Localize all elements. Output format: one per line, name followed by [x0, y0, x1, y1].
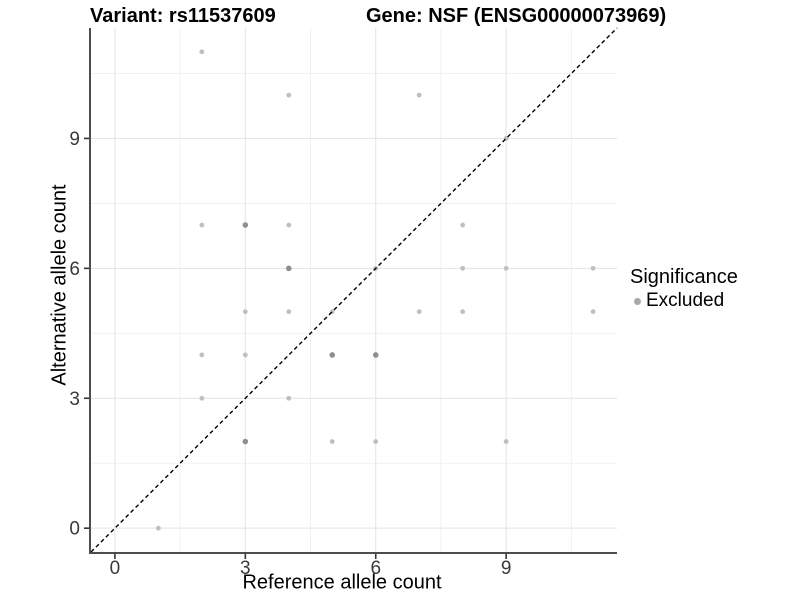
data-point [199, 49, 205, 55]
data-point [242, 352, 248, 358]
data-point [199, 352, 205, 358]
data-point [590, 309, 596, 315]
y-tick-label: 3 [69, 389, 80, 410]
y-tick-label: 0 [69, 519, 80, 540]
legend-point-icon [634, 297, 641, 305]
legend-item-excluded: Excluded [630, 290, 738, 312]
data-point [372, 352, 379, 358]
data-point [199, 222, 205, 228]
data-point [199, 395, 205, 401]
x-axis-title: Reference allele count [242, 571, 442, 594]
variant-title: Variant: rs11537609 [90, 5, 276, 27]
data-point [460, 222, 466, 228]
data-point [285, 265, 292, 272]
data-point [416, 309, 422, 315]
data-point [460, 309, 466, 315]
data-point [503, 265, 509, 271]
data-point [155, 525, 161, 531]
data-point [590, 265, 596, 271]
gene-title: Gene: NSF (ENSG00000073969) [366, 5, 667, 27]
x-tick-label: 0 [110, 558, 121, 579]
data-point [373, 439, 379, 444]
data-point [329, 352, 336, 358]
data-point [460, 265, 466, 271]
data-point [242, 222, 249, 228]
data-point [416, 92, 422, 98]
y-tick-label: 9 [69, 129, 80, 150]
data-point [242, 438, 249, 445]
x-tick-label: 3 [240, 558, 251, 579]
data-point [286, 309, 292, 315]
data-point [329, 439, 335, 444]
legend: Significance Excluded [630, 266, 738, 312]
data-point [286, 92, 292, 98]
data-point [286, 222, 292, 228]
x-tick-label: 6 [370, 558, 381, 579]
legend-item-label: Excluded [646, 290, 725, 311]
y-axis-title: Alternative allele count [48, 184, 71, 386]
x-tick-label: 9 [501, 558, 512, 579]
legend-title: Significance [630, 266, 738, 288]
y-tick-label: 6 [69, 259, 80, 280]
data-point [286, 395, 292, 401]
data-point [242, 309, 248, 315]
data-point [503, 439, 509, 444]
identity-line [90, 27, 618, 553]
